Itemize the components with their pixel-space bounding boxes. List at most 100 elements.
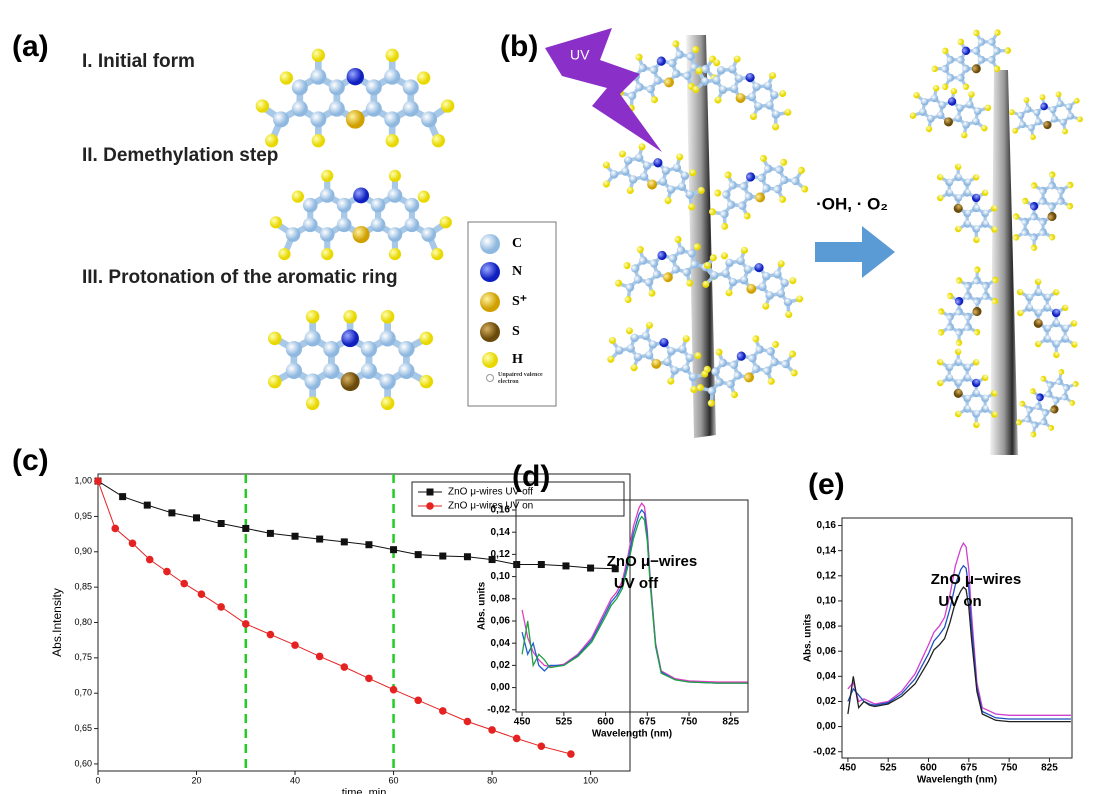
data-point <box>198 590 206 598</box>
molecule <box>270 170 452 260</box>
legend-marker <box>427 489 434 496</box>
y-axis-label: Abs. units <box>803 613 814 662</box>
legend-label: N <box>512 264 522 279</box>
y-tick-label: 1,00 <box>74 475 92 485</box>
data-point <box>390 546 397 553</box>
series-line <box>848 543 1071 715</box>
annotation: ZnO μ−wires <box>931 571 1021 588</box>
panel-label: (a) <box>12 30 49 63</box>
x-axis-label: Wavelength (nm) <box>592 729 672 740</box>
data-point <box>316 536 323 543</box>
y-tick-label: 0,14 <box>817 545 837 556</box>
data-point <box>488 726 496 734</box>
data-point <box>562 562 569 569</box>
y-tick-label: 0,04 <box>817 671 837 682</box>
data-point <box>94 477 102 485</box>
x-tick-label: 675 <box>639 717 656 728</box>
y-tick-label: 0,80 <box>74 617 92 627</box>
y-tick-label: 0,02 <box>491 660 511 671</box>
data-point <box>111 525 119 533</box>
data-point <box>513 561 520 568</box>
y-axis-label: Abs. units <box>477 581 488 630</box>
y-tick-label: 0,14 <box>491 527 511 538</box>
panel-label: (d) <box>512 460 550 493</box>
data-point <box>414 696 422 704</box>
x-tick-label: 675 <box>960 763 977 774</box>
data-point <box>146 556 154 564</box>
legend-label: S <box>512 324 520 339</box>
x-tick-label: 60 <box>389 775 399 785</box>
panel-label: (e) <box>808 468 845 501</box>
x-tick-label: 600 <box>597 717 614 728</box>
reagents-label: ·OH, · O₂ <box>816 194 888 213</box>
data-point <box>538 561 545 568</box>
arrow <box>815 226 895 278</box>
data-point <box>267 530 274 537</box>
x-tick-label: 600 <box>920 763 937 774</box>
annotation: UV on <box>938 593 981 610</box>
y-tick-label: -0,02 <box>813 746 836 757</box>
annotation: UV off <box>614 575 659 592</box>
legend-marker <box>426 502 434 510</box>
y-tick-label: 0,75 <box>74 652 92 662</box>
y-axis-label: Abs.Intensity <box>50 588 64 657</box>
data-point <box>464 553 471 560</box>
data-point <box>129 540 137 548</box>
uv-label: UV <box>570 47 590 63</box>
data-point <box>415 551 422 558</box>
data-point <box>365 541 372 548</box>
molecule <box>256 49 455 148</box>
data-point <box>390 686 398 694</box>
figure: (a) I. Initial form II. Demethylation st… <box>0 0 1103 794</box>
data-point <box>365 675 373 683</box>
y-tick-label: -0,02 <box>487 704 510 715</box>
data-point <box>119 493 126 500</box>
y-tick-label: 0,60 <box>74 758 92 768</box>
x-tick-label: 750 <box>681 717 698 728</box>
data-point <box>439 553 446 560</box>
y-tick-label: 0,70 <box>74 688 92 698</box>
x-tick-label: 100 <box>583 775 598 785</box>
y-tick-label: 0,10 <box>817 596 837 607</box>
plot-frame <box>98 474 630 771</box>
data-point <box>439 707 447 715</box>
x-tick-label: 80 <box>487 775 497 785</box>
data-point <box>341 538 348 545</box>
data-point <box>267 631 275 639</box>
data-point <box>217 603 225 611</box>
data-point <box>291 641 299 649</box>
data-point <box>567 750 575 758</box>
y-tick-label: 0,08 <box>817 621 837 632</box>
annotation: ZnO μ−wires <box>607 553 697 570</box>
data-point <box>218 520 225 527</box>
y-tick-label: 0,10 <box>491 571 511 582</box>
step-label: I. Initial form <box>82 51 195 72</box>
panel-label: (b) <box>500 30 538 63</box>
step-label: III. Protonation of the aromatic ring <box>82 267 398 288</box>
series-line <box>522 517 747 684</box>
data-point <box>242 525 249 532</box>
data-point <box>513 735 521 743</box>
data-point <box>168 509 175 516</box>
y-tick-label: 0,06 <box>817 646 837 657</box>
x-tick-label: 525 <box>556 717 573 728</box>
x-tick-label: 0 <box>95 775 100 785</box>
y-tick-label: 0,00 <box>491 682 511 693</box>
legend-label: S⁺ <box>512 294 527 309</box>
y-tick-label: 0,06 <box>491 616 511 627</box>
y-tick-label: 0,85 <box>74 582 92 592</box>
y-tick-label: 0,00 <box>817 721 837 732</box>
x-tick-label: 750 <box>1001 763 1018 774</box>
x-axis-label: Wavelength (nm) <box>917 775 997 786</box>
y-tick-label: 0,04 <box>491 638 511 649</box>
data-point <box>316 653 324 661</box>
x-axis-label: time, min <box>342 787 387 794</box>
x-tick-label: 450 <box>514 717 531 728</box>
y-tick-label: 0,08 <box>491 593 511 604</box>
data-point <box>538 742 546 750</box>
legend-note-box: Unpaired valence electron <box>498 372 554 402</box>
x-tick-label: 525 <box>880 763 897 774</box>
y-tick-label: 0,90 <box>74 546 92 556</box>
y-tick-label: 0,12 <box>491 549 511 560</box>
data-point <box>242 620 250 628</box>
